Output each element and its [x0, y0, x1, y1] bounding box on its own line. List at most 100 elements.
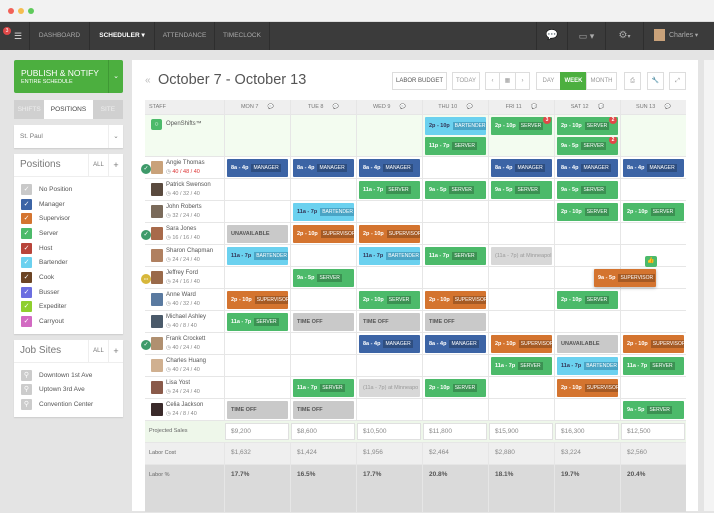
day-cell[interactable] [620, 377, 686, 398]
projected-value[interactable]: $10,500 [357, 423, 421, 440]
day-cell[interactable] [356, 355, 422, 376]
day-cell[interactable]: 2p - 10p SUPERVISOR [224, 289, 290, 310]
day-cell[interactable]: 8a - 4p MANAGER [290, 157, 356, 178]
shift-block[interactable]: 2p - 10p SERVER 3 [491, 117, 552, 135]
shift-block[interactable]: 2p - 10p SERVER [359, 291, 420, 309]
day-cell[interactable] [290, 355, 356, 376]
day-cell[interactable]: (11a - 7p) at Minneapo [356, 377, 422, 398]
day-cell[interactable] [290, 115, 356, 156]
position-item[interactable]: ✓ Bartender [21, 255, 116, 270]
day-cell[interactable]: 2p - 10p SERVER [554, 289, 620, 310]
day-cell[interactable] [620, 311, 686, 332]
unavailable-block[interactable]: TIME OFF [293, 401, 354, 419]
checkbox-checked-icon[interactable]: ✓ [21, 257, 32, 269]
day-cell[interactable] [620, 179, 686, 200]
tab-site[interactable]: SITE [100, 106, 116, 113]
shift-block[interactable]: 8a - 4p MANAGER [557, 159, 618, 177]
shift-block[interactable]: 2p - 10p SERVER [557, 291, 618, 309]
day-cell[interactable]: 2p - 10p SUPERVISOR [620, 333, 686, 354]
shift-block[interactable]: 11a - 7p SERVER [227, 313, 288, 331]
location-select[interactable]: St. Paul ⌄ [14, 125, 123, 148]
shift-block[interactable]: 11a - 7p BARTENDER [557, 357, 618, 375]
nav-dashboard[interactable]: DASHBOARD [30, 22, 90, 50]
shift-block[interactable]: 9a - 5p SERVER [425, 181, 486, 199]
shift-block[interactable]: 2p - 10p SERVER [425, 379, 486, 397]
shift-block[interactable]: 2p - 10p SERVER [557, 203, 618, 221]
projected-value[interactable]: $11,800 [423, 423, 487, 440]
day-cell[interactable]: 9a - 5p SERVER [290, 267, 356, 288]
view-month[interactable]: MONTH [586, 72, 617, 90]
day-cell[interactable] [488, 267, 554, 288]
unavailable-block[interactable]: (11a - 7p) at Minneapol [491, 247, 552, 265]
day-cell[interactable] [356, 115, 422, 156]
day-cell[interactable]: 8a - 4p MANAGER [620, 157, 686, 178]
day-cell[interactable]: 8a - 4p MANAGER [356, 333, 422, 354]
day-cell[interactable] [224, 267, 290, 288]
employee-info[interactable]: ✓ Frank Crockett ◷ 40 / 24 / 40 [141, 333, 224, 354]
day-cell[interactable] [488, 311, 554, 332]
checkbox-checked-icon[interactable]: ✓ [21, 301, 32, 313]
day-cell[interactable]: 11a - 7p SERVER [356, 179, 422, 200]
employee-info[interactable]: Patrick Swenson ◷ 40 / 32 / 40 [145, 179, 224, 200]
menu-button[interactable]: 3 ☰ [0, 22, 30, 50]
day-cell[interactable] [290, 179, 356, 200]
comment-icon[interactable]: 💬 [529, 104, 538, 110]
position-item[interactable]: ✓ Carryout [21, 314, 116, 329]
checkbox-checked-icon[interactable]: ✓ [21, 316, 32, 328]
gear-icon[interactable]: ⚙▾ [606, 22, 644, 50]
day-cell[interactable]: TIME OFF [290, 311, 356, 332]
day-cell[interactable]: UNAVAILABLE [554, 333, 620, 354]
chat-icon[interactable]: 💬 [536, 22, 568, 50]
day-cell[interactable]: 2p - 10p BARTENDER 11p - 7p SERVER [422, 115, 488, 156]
sites-all-button[interactable]: ALL [88, 339, 108, 363]
day-cell[interactable] [488, 201, 554, 222]
projected-value[interactable]: $8,600 [291, 423, 355, 440]
employee-info[interactable]: Michael Ashley ◷ 40 / 8 / 40 [145, 311, 224, 332]
day-cell[interactable] [422, 157, 488, 178]
shift-block[interactable]: 2p - 10p SUPERVISOR [293, 225, 354, 243]
add-position-button[interactable]: + [108, 154, 123, 177]
day-cell[interactable]: 11a - 7p BARTENDER [356, 245, 422, 266]
shift-block[interactable]: 8a - 4p MANAGER [425, 335, 486, 353]
day-cell[interactable] [620, 289, 686, 310]
day-cell[interactable]: 9a - 5p SERVER [422, 179, 488, 200]
day-cell[interactable]: 2p - 10p SERVER [356, 289, 422, 310]
dragging-shift[interactable]: 9a - 5p SUPERVISOR [594, 269, 656, 287]
checkbox-checked-icon[interactable]: ✓ [21, 286, 32, 298]
print-icon[interactable]: ⎙ [624, 72, 641, 90]
day-header[interactable]: MON 7 💬 [224, 100, 290, 114]
day-cell[interactable]: 11a - 7p BARTENDER [224, 245, 290, 266]
day-cell[interactable]: 8a - 4p MANAGER [554, 157, 620, 178]
day-cell[interactable]: UNAVAILABLE [224, 223, 290, 244]
day-header[interactable]: WED 9 💬 [356, 100, 422, 114]
comment-icon[interactable]: 💬 [398, 104, 407, 110]
day-cell[interactable] [620, 115, 686, 156]
employee-info[interactable]: Anne Ward ◷ 40 / 32 / 40 [145, 289, 224, 310]
calendar-icon[interactable]: ▦ [499, 72, 516, 90]
day-cell[interactable] [290, 333, 356, 354]
comment-icon[interactable]: 💬 [266, 104, 275, 110]
day-cell[interactable]: 11a - 7p SERVER [290, 377, 356, 398]
day-cell[interactable]: 8a - 4p MANAGER [488, 157, 554, 178]
position-item[interactable]: ✓ Server [21, 226, 116, 241]
day-header[interactable]: THU 10 💬 [422, 100, 488, 114]
day-cell[interactable] [422, 355, 488, 376]
unavailable-block[interactable]: TIME OFF [425, 313, 486, 331]
add-site-button[interactable]: + [108, 339, 123, 363]
expand-icon[interactable]: ⤢ [669, 72, 686, 90]
today-button[interactable]: TODAY [452, 72, 480, 90]
day-cell[interactable] [488, 377, 554, 398]
close-window-icon[interactable] [8, 8, 14, 14]
day-cell[interactable]: 2p - 10p SERVER [620, 201, 686, 222]
day-cell[interactable]: 2p - 10p SUPERVISOR [554, 377, 620, 398]
checkbox-checked-icon[interactable]: ✓ [21, 198, 32, 210]
position-item[interactable]: ✓ Supervisor [21, 211, 116, 226]
user-menu[interactable]: Charles ▾ [644, 22, 714, 50]
day-cell[interactable]: TIME OFF [356, 311, 422, 332]
shift-block[interactable]: 8a - 4p MANAGER [293, 159, 354, 177]
shift-block[interactable]: 2p - 10p SUPERVISOR [491, 335, 552, 353]
day-header[interactable]: SAT 12 💬 [554, 100, 620, 114]
day-cell[interactable] [224, 377, 290, 398]
shift-block[interactable]: 2p - 10p SERVER 2 [557, 117, 618, 135]
day-cell[interactable]: 9a - 5p SERVER [554, 179, 620, 200]
